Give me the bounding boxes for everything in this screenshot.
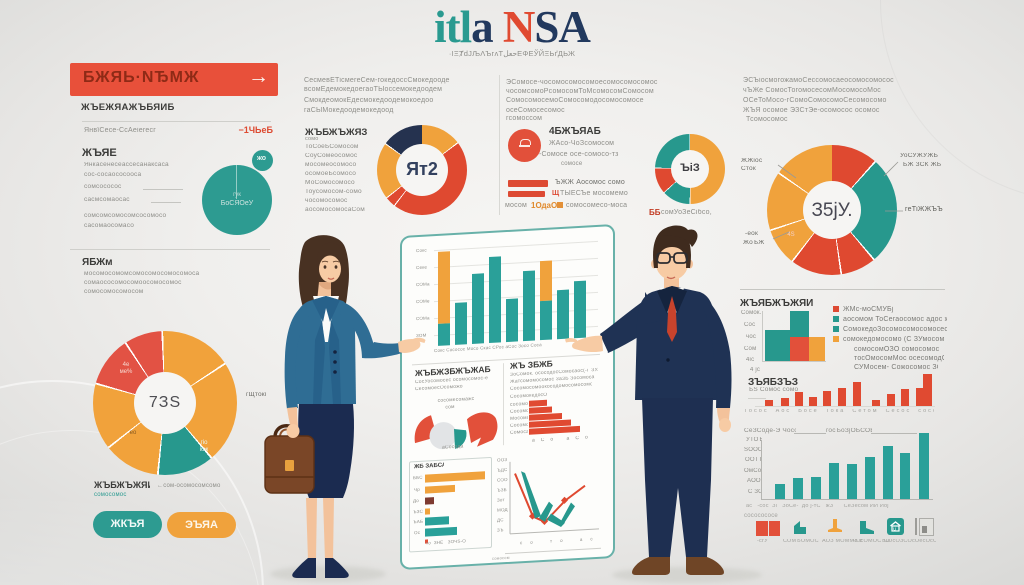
svg-text:U: U xyxy=(893,527,896,532)
